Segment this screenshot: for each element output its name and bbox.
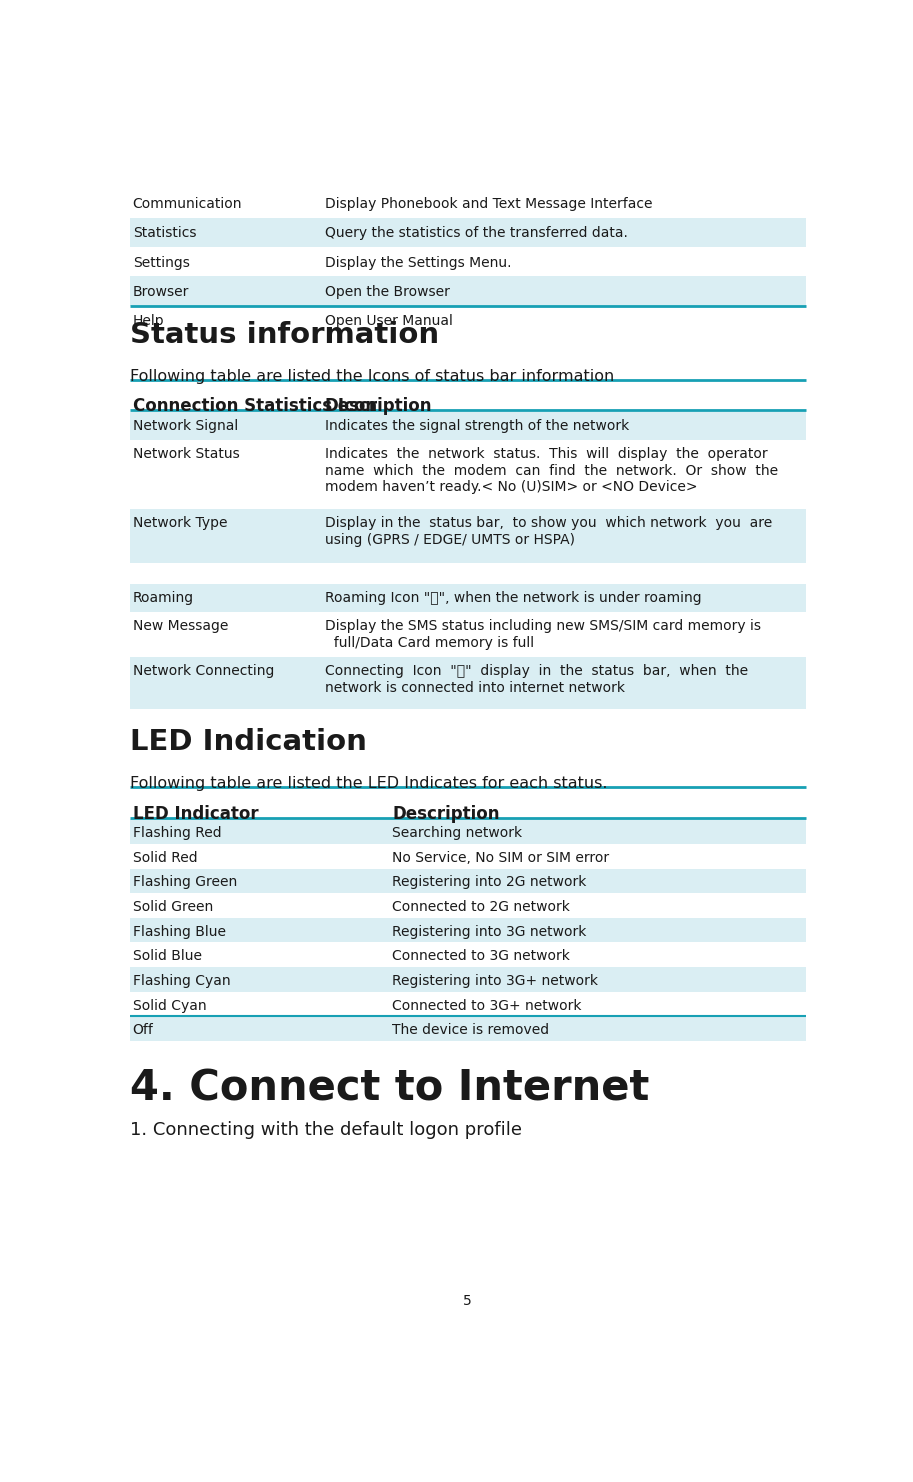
Text: Registering into 3G network: Registering into 3G network — [393, 925, 587, 938]
Bar — [130, 820, 806, 843]
Text: 1. Connecting with the default logon profile: 1. Connecting with the default logon pro… — [130, 1120, 521, 1140]
Text: Roaming: Roaming — [132, 591, 194, 605]
Text: Connecting  Icon  "⚾"  display  in  the  status  bar,  when  the: Connecting Icon "⚾" display in the statu… — [325, 664, 748, 677]
Text: Network Type: Network Type — [132, 516, 227, 531]
Text: Description: Description — [393, 805, 499, 823]
Text: LED Indication: LED Indication — [130, 728, 366, 756]
Text: Connected to 3G network: Connected to 3G network — [393, 950, 571, 963]
Text: Statistics: Statistics — [132, 227, 196, 240]
Bar — [130, 868, 806, 894]
Text: LED Indicator: LED Indicator — [132, 805, 258, 823]
Text: Status information: Status information — [130, 322, 439, 350]
Text: Solid Red: Solid Red — [132, 851, 197, 865]
Text: 5: 5 — [463, 1294, 472, 1309]
Bar — [130, 277, 806, 305]
Text: Open User Manual: Open User Manual — [325, 314, 453, 328]
Text: Connection Statistics Icon: Connection Statistics Icon — [132, 397, 377, 415]
Text: Connected to 2G network: Connected to 2G network — [393, 900, 571, 914]
Text: Roaming Icon "⚾", when the network is under roaming: Roaming Icon "⚾", when the network is un… — [325, 591, 701, 605]
Text: Description: Description — [325, 397, 433, 415]
Text: Network Connecting: Network Connecting — [132, 664, 274, 677]
Text: Communication: Communication — [132, 197, 242, 210]
Text: Flashing Blue: Flashing Blue — [132, 925, 226, 938]
Text: Searching network: Searching network — [393, 825, 522, 840]
Text: New Message: New Message — [132, 619, 228, 633]
Text: Settings: Settings — [132, 255, 190, 270]
Text: Open the Browser: Open the Browser — [325, 285, 450, 299]
Text: Display Phonebook and Text Message Interface: Display Phonebook and Text Message Inter… — [325, 197, 653, 210]
Text: Flashing Red: Flashing Red — [132, 825, 221, 840]
Text: No Service, No SIM or SIM error: No Service, No SIM or SIM error — [393, 851, 610, 865]
Text: Display in the  status bar,  to show you  which network  you  are: Display in the status bar, to show you w… — [325, 516, 772, 531]
Text: Registering into 2G network: Registering into 2G network — [393, 876, 587, 889]
Text: Indicates  the  network  status.  This  will  display  the  operator: Indicates the network status. This will … — [325, 446, 768, 461]
Text: network is connected into internet network: network is connected into internet netwo… — [325, 680, 624, 695]
Text: Network Signal: Network Signal — [132, 419, 238, 433]
Bar — [130, 412, 806, 440]
Bar — [130, 917, 806, 943]
Text: modem haven’t ready.< No (U)SIM> or <NO Device>: modem haven’t ready.< No (U)SIM> or <NO … — [325, 480, 698, 495]
Bar — [130, 218, 806, 247]
Text: Solid Green: Solid Green — [132, 900, 213, 914]
Bar — [130, 968, 806, 991]
Text: Indicates the signal strength of the network: Indicates the signal strength of the net… — [325, 419, 629, 433]
Text: Connected to 3G+ network: Connected to 3G+ network — [393, 999, 582, 1012]
Text: The device is removed: The device is removed — [393, 1023, 550, 1037]
Text: Flashing Cyan: Flashing Cyan — [132, 974, 230, 988]
Text: Following table are listed the Icons of status bar information: Following table are listed the Icons of … — [130, 369, 614, 384]
Text: 4. Connect to Internet: 4. Connect to Internet — [130, 1069, 649, 1110]
Text: using (GPRS / EDGE/ UMTS or HSPA): using (GPRS / EDGE/ UMTS or HSPA) — [325, 534, 575, 547]
Text: Following table are listed the LED Indicates for each status.: Following table are listed the LED Indic… — [130, 777, 607, 791]
Bar — [130, 508, 806, 563]
Text: Query the statistics of the transferred data.: Query the statistics of the transferred … — [325, 227, 628, 240]
Bar — [130, 1017, 806, 1040]
Text: Display the SMS status including new SMS/SIM card memory is: Display the SMS status including new SMS… — [325, 619, 761, 633]
Text: Off: Off — [132, 1023, 153, 1037]
Text: Display the Settings Menu.: Display the Settings Menu. — [325, 255, 511, 270]
Text: full/Data Card memory is full: full/Data Card memory is full — [325, 636, 534, 651]
Text: Solid Cyan: Solid Cyan — [132, 999, 206, 1012]
Text: Browser: Browser — [132, 285, 189, 299]
Text: Solid Blue: Solid Blue — [132, 950, 202, 963]
Bar — [130, 584, 806, 612]
Bar — [130, 657, 806, 710]
Text: name  which  the  modem  can  find  the  network.  Or  show  the: name which the modem can find the networ… — [325, 464, 778, 477]
Text: Registering into 3G+ network: Registering into 3G+ network — [393, 974, 598, 988]
Text: Network Status: Network Status — [132, 446, 239, 461]
Text: Flashing Green: Flashing Green — [132, 876, 237, 889]
Text: Help: Help — [132, 314, 164, 328]
